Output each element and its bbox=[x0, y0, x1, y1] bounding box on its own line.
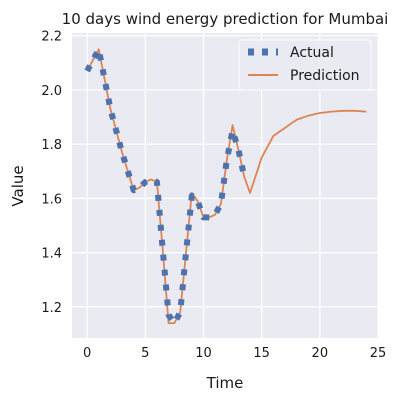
x-tick-label: 15 bbox=[253, 346, 270, 361]
y-tick-label: 1.2 bbox=[41, 301, 62, 316]
x-tick-label: 25 bbox=[370, 346, 387, 361]
legend-label-prediction: Prediction bbox=[290, 68, 360, 84]
y-tick-label: 2.0 bbox=[41, 84, 62, 99]
x-axis-label: Time bbox=[206, 374, 244, 392]
y-tick-label: 1.6 bbox=[41, 192, 62, 207]
x-tick-label: 5 bbox=[141, 346, 149, 361]
x-tick-label: 20 bbox=[312, 346, 329, 361]
y-tick-label: 1.4 bbox=[41, 247, 62, 262]
chart-title: 10 days wind energy prediction for Mumba… bbox=[62, 10, 389, 28]
x-tick-label: 0 bbox=[83, 346, 91, 361]
legend-label-actual: Actual bbox=[290, 45, 334, 61]
x-tick-label: 10 bbox=[195, 346, 212, 361]
y-tick-label: 2.2 bbox=[41, 30, 62, 45]
y-axis-label: Value bbox=[9, 165, 27, 206]
legend: Actual Prediction bbox=[239, 40, 371, 90]
y-tick-label: 1.8 bbox=[41, 138, 62, 153]
